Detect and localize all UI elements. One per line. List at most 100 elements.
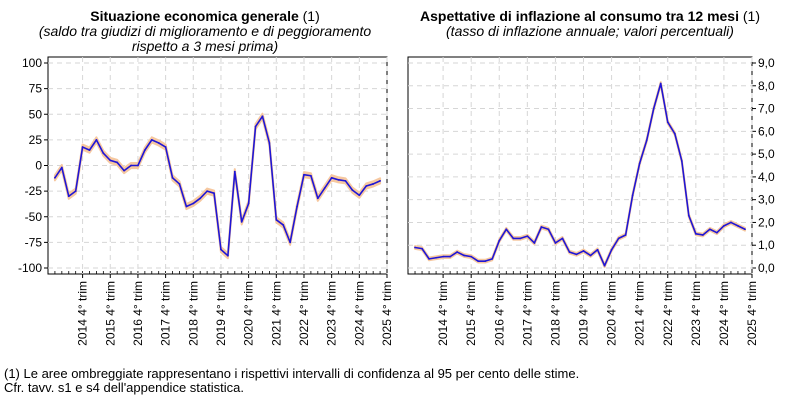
right-chart-x-tick-label: 2019 4° trim: [577, 281, 591, 346]
left-chart-data-point: [351, 189, 354, 192]
right-chart-y-tick-label: 8,0: [758, 79, 775, 93]
left-chart-data-point: [164, 146, 167, 148]
right-chart-x-tick-label: 2016 4° trim: [492, 281, 506, 346]
left-chart-confidence-band: [53, 112, 382, 260]
left-chart-x-tick-label: 2021 4° trim: [269, 281, 283, 346]
left-chart-x-tick-label: 2022 4° trim: [297, 281, 311, 346]
left-chart-x-tick-label: 2017 4° trim: [159, 281, 173, 346]
left-chart-data-point: [303, 173, 305, 176]
left-chart-subtitle-line1: (saldo tra giudizi di miglioramento e di…: [38, 23, 372, 39]
right-chart-x-tick-label: 2024 4° trim: [717, 281, 731, 346]
right-chart-data-point: [491, 257, 494, 260]
right-chart-data-point: [582, 250, 585, 252]
right-chart-data-point: [673, 132, 676, 135]
left-chart-data-point: [143, 149, 146, 152]
left-chart-series-line: [54, 115, 381, 257]
right-chart-data-point: [463, 254, 466, 257]
left-chart-data-point: [150, 138, 153, 141]
left-chart-data-point: [289, 241, 292, 244]
right-chart-y-tick-label: 6,0: [758, 124, 775, 138]
right-chart-data-point: [624, 234, 627, 236]
right-chart-data-point: [659, 82, 662, 85]
left-chart-title-main: Situazione economica generale: [90, 8, 299, 24]
right-chart-frame: [407, 56, 753, 275]
right-chart-x-tick-label: 2023 4° trim: [689, 281, 703, 346]
left-chart-data-point: [344, 179, 347, 182]
right-chart-data-point: [435, 256, 437, 259]
right-chart-data-point: [526, 235, 529, 238]
right-chart-y-tick-label: 9,0: [758, 56, 775, 70]
left-chart-x-tick-label: 2019 4° trim: [214, 281, 228, 346]
right-chart-data-point: [638, 162, 641, 165]
left-chart-subtitle-line2: rispetto a 3 mesi prima): [131, 38, 279, 54]
right-chart-data-point: [730, 221, 732, 224]
right-chart-data-point: [631, 194, 634, 197]
right-chart-data-point: [533, 242, 536, 244]
right-chart-y-tick-label: 4,0: [758, 170, 775, 184]
right-chart-data-point: [421, 247, 423, 250]
right-chart-y-tick-label: 5,0: [758, 147, 775, 161]
left-chart-data-point: [116, 161, 119, 164]
right-chart-data-point: [680, 160, 683, 162]
left-chart-y-tick-label: -75: [25, 235, 43, 249]
left-chart-data-point: [74, 190, 77, 193]
left-chart-data-point: [247, 202, 250, 205]
right-chart-y-tick-label: 2,0: [758, 215, 775, 229]
right-chart-data-point: [498, 239, 501, 242]
left-chart-data-point: [330, 176, 333, 179]
left-chart-data-point: [296, 205, 298, 208]
left-chart-data-point: [88, 149, 91, 152]
left-chart-data-point: [261, 115, 264, 118]
right-chart-data-point: [547, 228, 550, 231]
left-chart-data-point: [81, 146, 84, 148]
footnote-confidence: (1) Le aree ombreggiate rappresentano i …: [4, 366, 580, 381]
right-chart-data-point: [617, 237, 620, 240]
left-chart-data-point: [226, 254, 229, 257]
right-chart-data-point: [652, 107, 655, 110]
right-chart-data-point: [456, 251, 459, 253]
left-chart-data-point: [372, 183, 375, 185]
left-chart-data-point: [275, 218, 278, 221]
left-chart-x-tick-label: 2014 4° trim: [76, 281, 90, 346]
left-chart-title-suffix: (1): [298, 8, 320, 24]
left-chart-y-tick-label: -25: [25, 184, 43, 198]
left-chart-x-tick-label: 2015 4° trim: [103, 281, 117, 346]
left-chart-data-point: [137, 164, 139, 167]
left-chart-y-tick-label: 50: [29, 107, 43, 121]
left-chart-data-point: [213, 192, 215, 195]
right-chart-data-point: [568, 251, 571, 253]
left-chart-data-point: [67, 195, 70, 198]
left-chart-data-point: [233, 170, 236, 173]
right-chart-data-point: [723, 224, 725, 227]
left-chart-data-point: [199, 197, 202, 200]
right-chart-data-point: [554, 242, 557, 244]
left-chart-data-point: [157, 142, 160, 144]
right-chart-subtitle-line1: (tasso di inflazione annuale; valori per…: [446, 23, 734, 39]
left-chart-x-tick-label: 2016 4° trim: [131, 281, 145, 346]
right-chart-x-tick-label: 2017 4° trim: [520, 281, 534, 346]
right-chart-data-point: [603, 264, 606, 267]
right-chart-data-point: [701, 234, 704, 236]
left-chart-data-point: [309, 174, 312, 177]
right-chart-data-point: [589, 254, 592, 257]
right-chart-data-point: [428, 257, 430, 260]
footnote-source: Cfr. tavv. s1 e s4 dell'appendice statis…: [4, 380, 244, 395]
right-chart-series-line: [414, 82, 746, 267]
left-chart-data-point: [130, 164, 132, 167]
left-chart-x-tick-label: 2024 4° trim: [352, 281, 366, 346]
left-chart-data-point: [240, 220, 243, 223]
left-chart-data-point: [268, 142, 271, 144]
right-chart-data-point: [484, 260, 487, 263]
right-chart-x-tick-label: 2015 4° trim: [464, 281, 478, 346]
right-chart-data-point: [442, 255, 445, 258]
right-chart-data-point: [687, 214, 690, 217]
right-chart-x-tick-label: 2021 4° trim: [633, 281, 647, 346]
left-chart-data-point: [282, 224, 285, 226]
right-chart-data-point: [512, 237, 515, 240]
left-chart-y-tick-label: 0: [35, 159, 42, 173]
left-chart-y-tick-label: 25: [29, 133, 43, 147]
right-chart-x-tick-label: 2020 4° trim: [605, 281, 619, 346]
right-chart-x-tick-label: 2025 4° trim: [745, 281, 759, 346]
left-chart-data-point: [192, 202, 195, 205]
